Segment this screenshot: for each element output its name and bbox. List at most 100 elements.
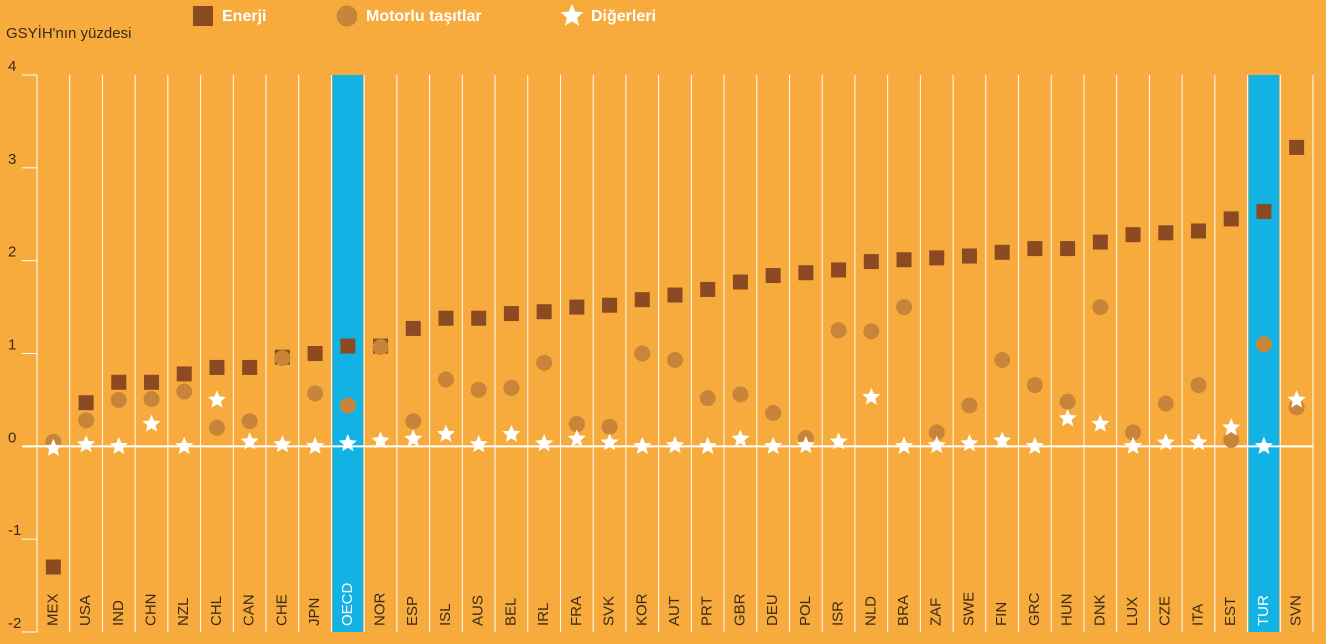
data-point-circle: [667, 351, 683, 368]
data-point-circle: [928, 424, 945, 441]
data-point-square: [1125, 227, 1141, 243]
data-point-star: [698, 436, 717, 454]
data-point-circle: [470, 381, 487, 398]
x-tick-label: ESP: [404, 596, 421, 626]
data-point-star: [927, 435, 946, 454]
data-point-circle: [961, 397, 978, 414]
data-point-circle: [863, 323, 880, 340]
data-point-square: [602, 297, 618, 313]
data-point-square: [929, 250, 945, 266]
data-point-circle: [699, 390, 716, 407]
data-point-square: [45, 559, 61, 575]
data-point-star: [1058, 409, 1077, 427]
data-point-square: [831, 262, 847, 278]
data-point-circle: [339, 397, 356, 414]
data-point-circle: [241, 413, 258, 430]
data-point-star: [862, 387, 881, 405]
data-point-star: [567, 429, 586, 447]
data-point-circle: [765, 404, 782, 421]
data-point-star: [1254, 436, 1273, 454]
data-point-circle: [1255, 336, 1272, 353]
data-point-star: [993, 431, 1012, 449]
x-tick-label: HUN: [1059, 594, 1076, 627]
x-tick-label: AUS: [470, 595, 487, 626]
data-point-square: [1158, 225, 1174, 241]
data-point-circle: [405, 413, 422, 430]
y-tick-label: 1: [8, 336, 16, 353]
data-point-star: [371, 431, 390, 449]
data-point-star: [1124, 436, 1143, 454]
data-point-circle: [536, 354, 553, 371]
legend-label: Motorlu taşıtlar: [366, 8, 482, 25]
y-tick-label: -2: [8, 615, 21, 632]
x-tick-label: POL: [797, 596, 814, 626]
data-point-circle: [1223, 431, 1240, 448]
x-tick-label: DNK: [1091, 594, 1108, 626]
data-point-star: [142, 414, 161, 432]
x-tick-label: SVN: [1288, 595, 1305, 626]
data-point-square: [634, 292, 650, 308]
data-point-star: [175, 436, 194, 454]
data-point-square: [1256, 203, 1272, 219]
data-point-square: [78, 395, 94, 411]
x-tick-label: NOR: [372, 593, 389, 627]
data-point-circle: [143, 390, 160, 407]
x-tick-label: AUT: [666, 596, 683, 626]
data-point-square: [405, 320, 421, 336]
data-point-star: [109, 436, 128, 454]
x-tick-label: ZAF: [928, 598, 945, 626]
x-tick-label: CHE: [273, 594, 290, 626]
x-tick-label: SWE: [960, 592, 977, 626]
data-point-star: [338, 434, 357, 452]
data-point-square: [700, 281, 716, 297]
data-point-circle: [634, 345, 651, 362]
data-point-circle: [1125, 424, 1142, 441]
data-point-star: [731, 429, 750, 447]
data-point-star: [469, 435, 488, 453]
data-point-circle: [1026, 377, 1043, 394]
data-point-circle: [503, 379, 520, 396]
x-tick-label: BRA: [895, 595, 912, 626]
y-tick-label: 2: [8, 244, 16, 261]
data-point-star: [764, 436, 783, 454]
data-point-square: [503, 306, 519, 322]
data-point-star: [895, 436, 914, 454]
x-tick-label: IRL: [535, 603, 552, 626]
y-tick-label: 0: [8, 429, 16, 446]
x-tick-label: NLD: [862, 596, 879, 626]
data-point-star: [1189, 433, 1208, 451]
data-point-square: [471, 310, 487, 326]
x-tick-label: CHN: [142, 594, 159, 627]
legend-label: Enerji: [222, 8, 266, 25]
highlight-column: [1248, 75, 1280, 632]
data-point-circle: [78, 412, 95, 429]
data-point-circle: [732, 386, 749, 403]
data-point-square: [569, 299, 585, 315]
x-tick-label: ISR: [830, 601, 847, 626]
data-point-star: [273, 435, 292, 453]
data-point-square: [307, 346, 323, 361]
data-point-square: [1190, 223, 1206, 239]
x-tick-label: FIN: [993, 602, 1010, 626]
x-tick-label: KOR: [633, 593, 650, 626]
data-point-star: [960, 434, 979, 452]
x-tick-label: ITA: [1189, 604, 1206, 626]
data-point-square: [536, 304, 552, 320]
data-point-star: [436, 424, 455, 442]
data-point-star: [633, 436, 652, 454]
x-tick-label: BEL: [502, 598, 519, 626]
x-tick-label: TUR: [1255, 595, 1272, 626]
x-tick-label: CHL: [208, 596, 225, 626]
data-point-square: [798, 265, 814, 281]
data-point-circle: [568, 416, 585, 433]
data-point-square: [732, 274, 748, 290]
x-tick-label: CZE: [1157, 596, 1174, 626]
x-tick-label: OECD: [339, 582, 356, 626]
x-tick-label: GBR: [731, 593, 748, 626]
data-point-square: [1060, 241, 1076, 257]
data-point-star: [535, 434, 554, 452]
data-point-square: [1027, 241, 1043, 257]
data-point-star: [404, 429, 423, 447]
x-tick-label: USA: [77, 595, 94, 626]
